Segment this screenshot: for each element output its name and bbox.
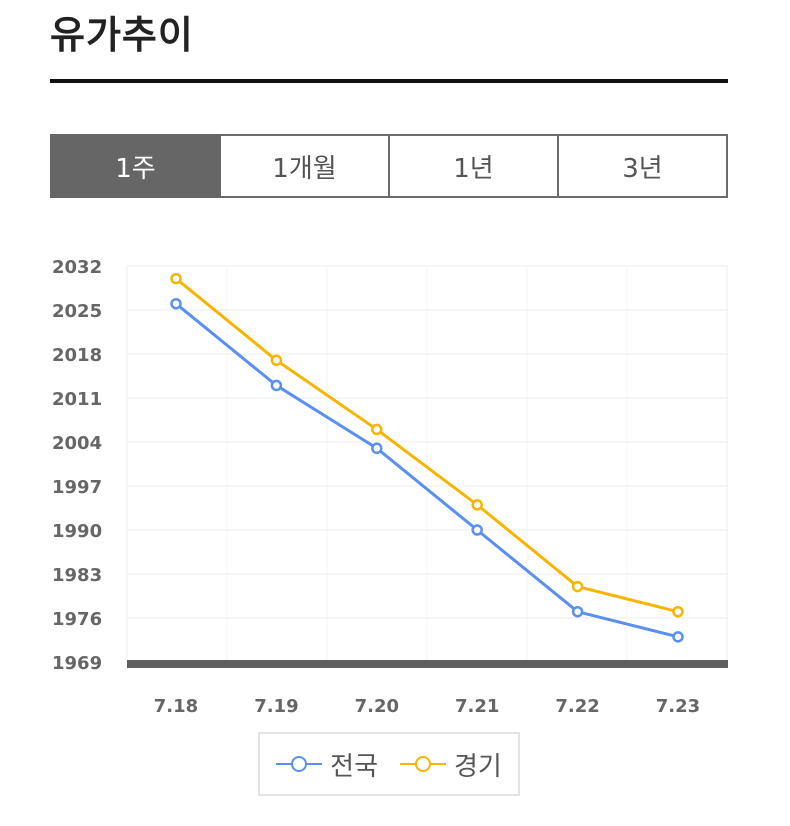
oil-price-chart: 1969 1976 1983 1990 1997 2004 2011 2018 2025 2032… [52, 257, 728, 717]
data-point-1 [471, 499, 483, 511]
data-point-1 [571, 580, 584, 593]
tab-1-year[interactable]: 1년 [390, 134, 559, 198]
page-title: 유가추이 [50, 13, 194, 57]
legend-swatch-nationwide [276, 756, 323, 772]
title-divider [50, 79, 728, 83]
data-point-0 [571, 605, 584, 618]
data-point-0 [371, 442, 383, 455]
x-tick-label: 7.23 [656, 696, 700, 717]
data-point-0 [471, 524, 483, 536]
data-point-0 [270, 379, 283, 392]
y-tick-label: 2004 [52, 433, 102, 454]
y-tick-label: 2011 [52, 389, 102, 410]
y-tick-label: 1990 [52, 521, 102, 542]
series-line-1 [175, 277, 679, 614]
x-tick-label: 7.22 [555, 696, 599, 717]
x-tick-label: 7.21 [455, 696, 499, 717]
y-tick-label: 1969 [52, 653, 102, 674]
x-axis-baseline [127, 660, 728, 668]
data-point-1 [170, 272, 182, 285]
chart-legend: 전국 경기 [258, 732, 520, 796]
legend-swatch-gyeonggi [400, 756, 446, 772]
series-line-0 [175, 302, 679, 639]
legend-item-gyeonggi[interactable]: 경기 [400, 746, 502, 783]
tab-3-year[interactable]: 3년 [559, 134, 728, 198]
x-tick-label: 7.18 [154, 696, 198, 717]
y-tick-label: 1997 [52, 477, 102, 498]
data-point-1 [371, 423, 383, 436]
tab-1-week[interactable]: 1주 [50, 134, 221, 198]
legend-label-gyeonggi: 경기 [454, 751, 502, 782]
x-tick-label: 7.19 [254, 696, 298, 717]
legend-item-nationwide[interactable]: 전국 [276, 746, 378, 783]
data-point-0 [170, 297, 182, 310]
y-tick-label: 1983 [52, 565, 102, 586]
legend-label-nationwide: 전국 [330, 751, 378, 782]
y-tick-label: 2018 [52, 345, 102, 366]
data-point-0 [672, 631, 684, 643]
x-tick-label: 7.20 [355, 696, 399, 717]
tab-1-month[interactable]: 1개월 [221, 134, 390, 198]
y-tick-label: 2025 [52, 301, 102, 322]
data-point-1 [672, 605, 684, 618]
y-tick-label: 2032 [52, 257, 102, 278]
y-tick-label: 1976 [52, 609, 102, 630]
data-point-1 [270, 354, 283, 367]
period-tabs: 1주 1개월 1년 3년 [50, 134, 728, 198]
